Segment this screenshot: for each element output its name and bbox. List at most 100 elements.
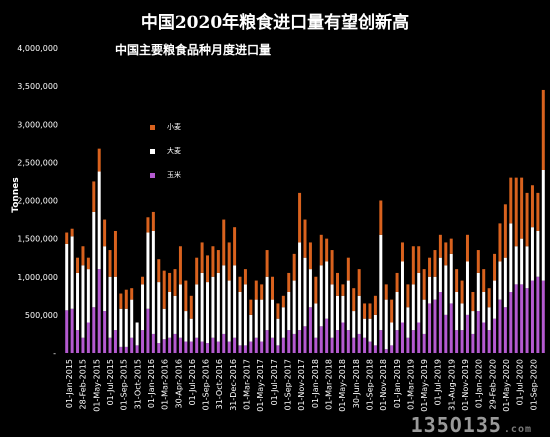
bar-segment [341, 284, 345, 296]
bar-segment [433, 276, 437, 300]
y-tick-label: 3,500,000 [17, 82, 58, 91]
bar-segment [487, 330, 491, 354]
bar-segment [227, 280, 231, 342]
x-tick-label: 01-May-2015 [92, 359, 101, 412]
bar-segment [336, 330, 339, 354]
x-tick-label: 01-Jan-2019 [393, 359, 402, 408]
bar-segment [422, 299, 426, 334]
bar-segment [455, 292, 459, 331]
bar-segment [476, 311, 480, 353]
bar-segment [260, 341, 264, 353]
bar-segment [525, 192, 529, 247]
bar-segment [103, 246, 107, 312]
bar-segment [103, 219, 107, 247]
bar-segment [81, 265, 85, 338]
bar-segment [222, 265, 226, 334]
bar-segment [541, 170, 545, 281]
bar-segment [184, 280, 188, 312]
bar-segment [363, 337, 367, 353]
bar-segment [243, 345, 247, 354]
y-tick-label: 500,000 [25, 311, 58, 320]
bar-segment [130, 288, 134, 300]
bar-segment [325, 238, 329, 262]
bar-segment [86, 322, 90, 353]
bar-segment [438, 292, 442, 353]
bar-segment [281, 307, 285, 338]
bar-segment [530, 185, 534, 228]
bar-segment [428, 257, 432, 277]
bar-segment [260, 284, 264, 300]
bar-segment [384, 299, 388, 350]
x-tick-label: 01-Jan-2020 [475, 359, 484, 408]
bar-segment [465, 314, 469, 354]
bar-segment [281, 295, 285, 308]
x-tick-label: 01-Sep-2016 [202, 359, 211, 410]
x-tick-label: 30-Jun-2018 [352, 359, 361, 408]
bar-segment [406, 337, 410, 353]
bar-segment [525, 288, 529, 353]
bar-segment [168, 272, 172, 292]
x-tick-label: 01-Mar-2016 [161, 359, 170, 410]
bar-segment [206, 343, 210, 353]
bar-segment [308, 242, 312, 270]
bar-segment [249, 314, 253, 342]
bar-segment [503, 307, 507, 353]
x-tick-label: 01-Jan-2018 [311, 359, 320, 408]
x-tick-label: 01-Nov-2018 [379, 359, 388, 411]
bar-segment [384, 349, 388, 353]
bar-segment [482, 269, 486, 293]
bar-segment [287, 272, 291, 292]
bar-segment [308, 269, 312, 308]
legend-item-barley: 大麦 [150, 142, 181, 160]
x-tick-label: 01-May-2018 [338, 359, 347, 412]
bar-segment [119, 346, 123, 353]
bar-segment [498, 299, 502, 354]
x-tick-label: 31-Oct-2015 [133, 359, 142, 409]
bar-segment [222, 333, 226, 353]
bar-segment [265, 250, 269, 277]
bar-segment [325, 261, 329, 319]
bar-segment [292, 280, 296, 334]
bar-segment [108, 337, 112, 353]
bar-segment [151, 211, 155, 231]
bar-segment [449, 303, 453, 353]
bar-segment [336, 272, 339, 296]
bar-segment [113, 231, 117, 277]
bar-segment [368, 318, 372, 342]
bar-segment [238, 292, 242, 346]
bar-segment [189, 295, 193, 319]
bar-segment [476, 272, 480, 312]
bar-segment [249, 341, 253, 353]
bar-segment [146, 217, 150, 233]
bar-segment [530, 280, 534, 353]
bar-segment [65, 243, 69, 311]
bar-segment [216, 272, 220, 342]
x-tick-label: 01-Sep-2020 [529, 359, 538, 410]
bar-segment [141, 284, 145, 331]
bar-segment [211, 337, 215, 353]
bar-segment [92, 181, 96, 212]
bar-segment [460, 303, 464, 331]
bar-segment [438, 234, 442, 258]
x-tick-label: 01-Jul-2020 [516, 359, 525, 405]
bar-segment [292, 253, 296, 281]
bar-segment [525, 246, 529, 289]
bar-segment [357, 295, 361, 334]
bar-segment [341, 322, 345, 353]
bar-segment [130, 299, 134, 338]
chart-title: 中国2020年粮食进口量有望创新高 [140, 13, 410, 33]
x-tick-label: 28-Feb-2015 [79, 359, 88, 409]
bar-segment [81, 337, 85, 353]
bar-segment [249, 299, 253, 315]
x-tick-label: 30-Apr-2016 [174, 359, 183, 408]
bar-segment [373, 295, 377, 315]
bar-segment [92, 211, 96, 308]
x-tick-label: 01-Sep-2017 [284, 359, 293, 410]
bar-segment [97, 171, 101, 270]
bar-segment [346, 280, 350, 331]
bar-segment [157, 343, 161, 353]
bar-segment [222, 219, 226, 266]
watermark-text: 135O135 [410, 413, 502, 437]
bar-segment [287, 330, 291, 354]
bar-segment [417, 322, 421, 353]
